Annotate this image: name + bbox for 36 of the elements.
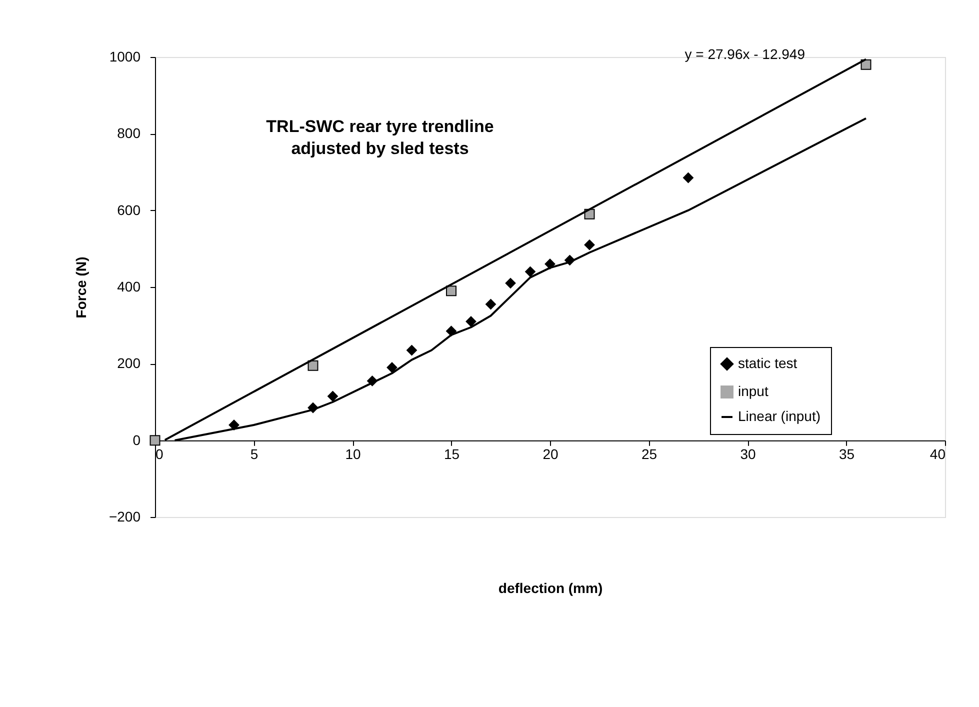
legend-label: static test (738, 355, 798, 371)
y-tick-label: 0 (132, 432, 141, 448)
y-tick-label: −200 (108, 508, 141, 524)
x-tick-label: 5 (250, 446, 258, 462)
point (308, 360, 318, 371)
point (466, 316, 476, 327)
y-tick-label: 1000 (109, 48, 141, 64)
x-tick-label: 10 (345, 446, 361, 462)
x-tick-label: 15 (444, 446, 460, 462)
x-tick-label: 30 (740, 446, 756, 462)
x-tick-label: 40 (930, 446, 946, 462)
x-axis-title: deflection (mm) (498, 580, 603, 596)
point (683, 172, 694, 183)
point (386, 362, 398, 373)
point (150, 435, 160, 446)
y-tick-label: 400 (117, 278, 141, 294)
point (446, 326, 456, 336)
x-tick-label: 25 (641, 446, 658, 462)
point (328, 391, 338, 402)
x-tick-label: 35 (838, 446, 855, 462)
x-tick-label: 20 (542, 446, 558, 462)
y-tick-label: 200 (117, 355, 141, 372)
legend-label: input (738, 383, 768, 399)
y-axis-title: Force (N) (72, 256, 89, 318)
y-tick-label: 600 (117, 202, 141, 218)
y-tick-label: 800 (117, 125, 141, 142)
point (486, 299, 496, 310)
point (446, 286, 456, 296)
x-tick-label: 0 (156, 446, 164, 462)
point (525, 266, 536, 277)
point (584, 240, 595, 250)
point (406, 345, 417, 356)
text: TRL-SWC rear tyre trendline adjusted by sled tests (266, 117, 494, 158)
annotation: y = 27.96x - 12.949 (684, 46, 806, 62)
point (505, 278, 516, 288)
legend-label: Linear (input) (738, 408, 820, 424)
